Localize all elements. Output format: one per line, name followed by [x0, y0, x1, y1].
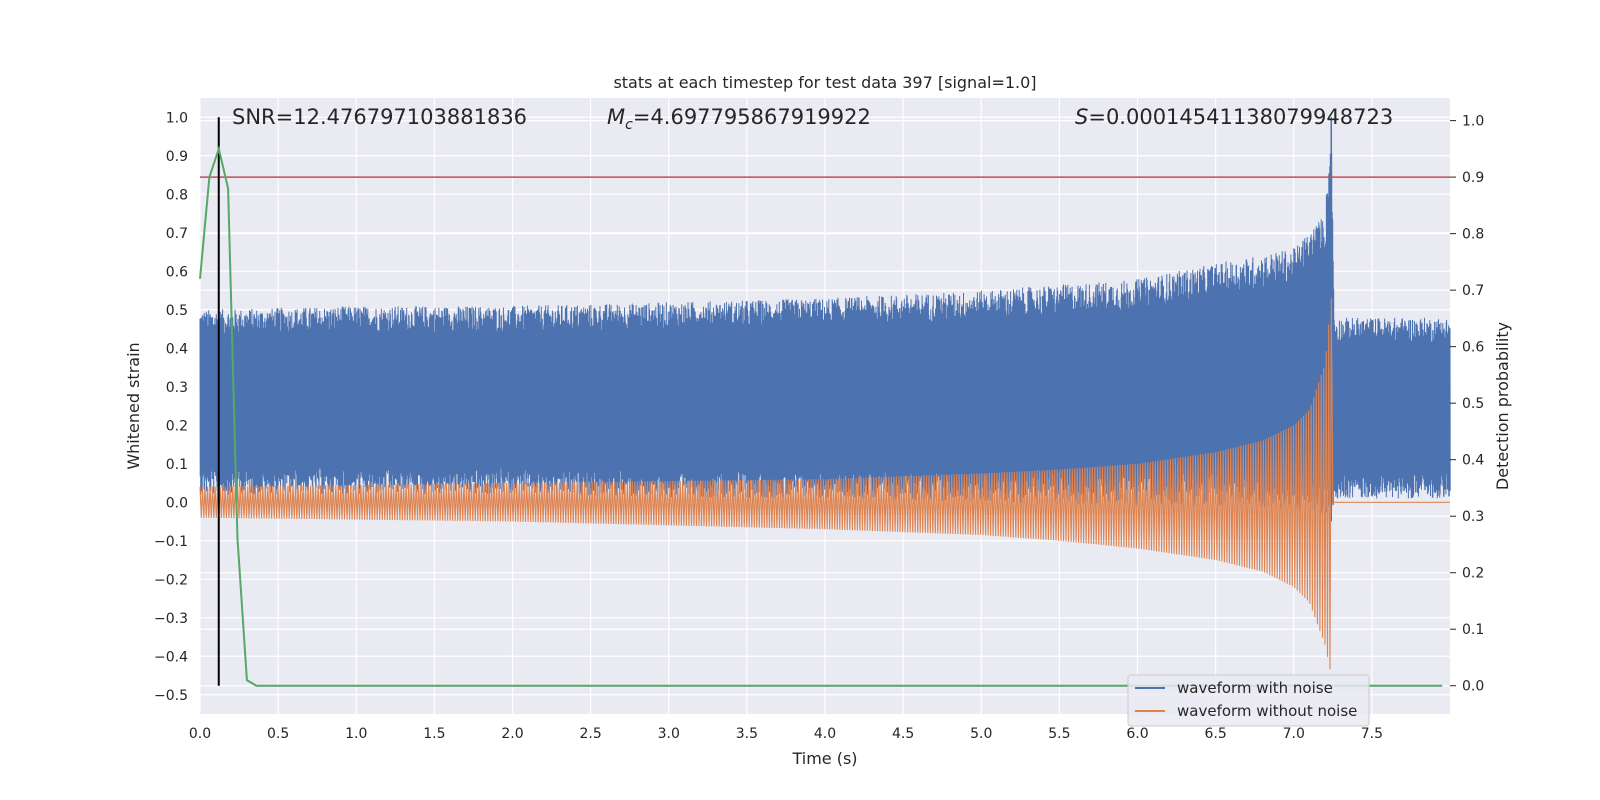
x-tick-label: 3.0 — [658, 726, 680, 742]
y-tick-label-left: 0.2 — [166, 418, 188, 434]
x-tick-label: 7.5 — [1361, 726, 1383, 742]
x-tick-label: 1.0 — [345, 726, 367, 742]
y-tick-label-right: 0.1 — [1462, 622, 1484, 638]
y-tick-label-left: 0.9 — [166, 149, 188, 165]
y-axis-label-left: Whitened strain — [124, 342, 143, 469]
x-tick-label: 5.0 — [970, 726, 992, 742]
y-tick-label-left: −0.2 — [154, 572, 188, 588]
y-tick-label-left: 0.8 — [166, 187, 188, 203]
legend-label-clean: waveform without noise — [1177, 702, 1357, 720]
x-tick-label: 4.5 — [892, 726, 914, 742]
x-tick-label: 2.5 — [579, 726, 601, 742]
y-tick-label-left: −0.1 — [154, 534, 188, 550]
y-tick-label-right: 1.0 — [1462, 114, 1484, 130]
legend: waveform with noise waveform without noi… — [1127, 674, 1370, 727]
legend-box — [1127, 674, 1370, 727]
y-tick-label-left: 0.3 — [166, 380, 188, 396]
chart-title: stats at each timestep for test data 397… — [613, 73, 1036, 92]
y-tick-label-right: 0.0 — [1462, 679, 1484, 695]
y-tick-label-left: 0.4 — [166, 341, 188, 357]
x-axis-label: Time (s) — [791, 749, 857, 768]
y-tick-label-right: 0.4 — [1462, 453, 1484, 469]
y-tick-label-left: −0.4 — [154, 649, 188, 665]
y-tick-label-left: −0.3 — [154, 611, 188, 627]
y-axis-label-right: Detection probability — [1493, 322, 1512, 490]
legend-label-noisy: waveform with noise — [1177, 679, 1333, 697]
x-tick-label: 7.0 — [1283, 726, 1305, 742]
s-annotation: S=0.00014541138079948723 — [1075, 105, 1393, 129]
y-tick-label-left: 0.5 — [166, 303, 188, 319]
x-tick-label: 2.0 — [501, 726, 523, 742]
y-tick-label-left: 0.0 — [166, 495, 188, 511]
y-tick-label-left: −0.5 — [154, 688, 188, 704]
y-tick-label-left: 0.1 — [166, 457, 188, 473]
x-tick-label: 5.5 — [1048, 726, 1070, 742]
y-tick-label-right: 0.8 — [1462, 227, 1484, 243]
noisy-waveform-line — [199, 144, 1451, 516]
y-tick-label-left: 0.7 — [166, 226, 188, 242]
x-tick-label: 6.0 — [1126, 726, 1148, 742]
y-tick-label-right: 0.3 — [1462, 509, 1484, 525]
x-tick-label: 3.5 — [736, 726, 758, 742]
y-tick-label-right: 0.7 — [1462, 283, 1484, 299]
x-tick-label: 1.5 — [423, 726, 445, 742]
clean-waveform-line — [199, 298, 1450, 670]
y-tick-label-right: 0.9 — [1462, 170, 1484, 186]
x-tick-label: 0.0 — [189, 726, 211, 742]
y-tick-label-right: 0.2 — [1462, 566, 1484, 582]
snr-annotation: SNR=12.476797103881836 — [232, 105, 527, 129]
clean-waveform-series — [199, 298, 1450, 670]
chirp-mass-annotation: Mc=4.697795867919922 — [607, 105, 871, 133]
reference-lines — [200, 117, 1450, 686]
y-tick-label-right: 0.6 — [1462, 340, 1484, 356]
tick-labels: 0.0 0.5 1.0 1.5 2.0 2.5 3.0 3.5 4.0 4.5 5.0 5.5 6.0 6… — [154, 110, 1484, 742]
y-tick-label-right: 0.5 — [1462, 396, 1484, 412]
x-tick-label: 6.5 — [1204, 726, 1226, 742]
y-tick-label-left: 1.0 — [166, 110, 188, 126]
y-tick-label-left: 0.6 — [166, 264, 188, 280]
x-tick-label: 4.0 — [814, 726, 836, 742]
x-tick-label: 0.5 — [267, 726, 289, 742]
